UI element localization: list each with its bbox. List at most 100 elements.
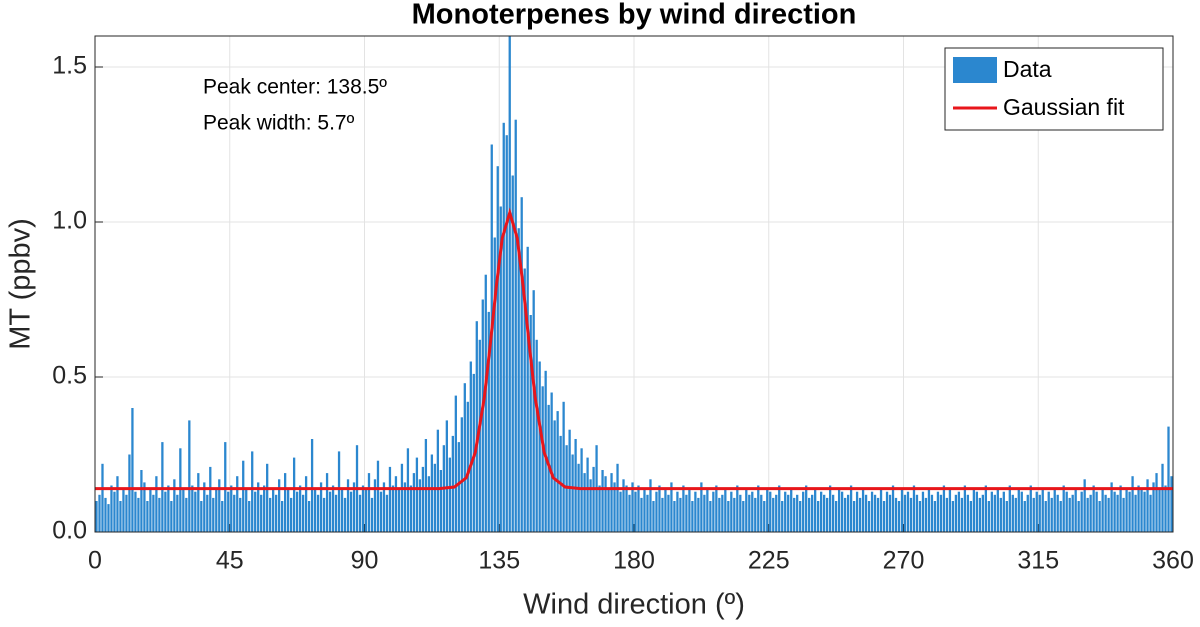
bar bbox=[906, 491, 910, 532]
bar bbox=[275, 494, 278, 532]
bar bbox=[475, 321, 478, 532]
bar bbox=[622, 479, 625, 532]
bar bbox=[1071, 494, 1074, 532]
bar bbox=[996, 488, 999, 532]
bar bbox=[1146, 479, 1149, 532]
bar bbox=[972, 488, 976, 532]
bar bbox=[340, 488, 344, 532]
bar bbox=[1101, 488, 1104, 532]
bar bbox=[1011, 494, 1014, 532]
bar bbox=[843, 497, 847, 532]
bar bbox=[1164, 485, 1167, 532]
bar bbox=[658, 485, 661, 532]
x-tick-label: 180 bbox=[613, 547, 655, 575]
bar bbox=[544, 370, 547, 532]
bar bbox=[143, 482, 146, 532]
bar bbox=[95, 501, 98, 532]
bar bbox=[424, 439, 428, 532]
bar bbox=[1080, 491, 1083, 532]
bar bbox=[1140, 488, 1143, 532]
bar bbox=[679, 497, 682, 532]
bar bbox=[1002, 491, 1005, 532]
bar bbox=[811, 494, 814, 532]
bar bbox=[706, 488, 709, 532]
bar bbox=[808, 497, 811, 532]
bar bbox=[727, 501, 730, 532]
bar bbox=[436, 429, 440, 532]
bar bbox=[358, 494, 362, 532]
bar bbox=[409, 485, 413, 532]
bar bbox=[751, 491, 754, 532]
legend-patch bbox=[953, 57, 997, 83]
bar bbox=[661, 497, 664, 532]
bar bbox=[1077, 501, 1080, 532]
bar bbox=[598, 485, 601, 532]
bar bbox=[1122, 497, 1125, 532]
bar bbox=[239, 497, 242, 532]
bar bbox=[610, 473, 613, 532]
bar bbox=[694, 491, 697, 532]
bar bbox=[346, 479, 350, 532]
bar bbox=[233, 494, 236, 532]
bar bbox=[604, 476, 607, 532]
bar bbox=[763, 501, 766, 532]
bar bbox=[589, 479, 592, 532]
bar bbox=[245, 488, 248, 532]
bar bbox=[930, 494, 934, 532]
bar bbox=[203, 482, 206, 532]
bar bbox=[505, 135, 508, 532]
bar bbox=[1065, 491, 1068, 532]
bar bbox=[107, 504, 110, 532]
bar bbox=[529, 315, 532, 532]
bar bbox=[406, 448, 410, 532]
bar bbox=[754, 497, 757, 532]
bar bbox=[376, 460, 380, 532]
bar bbox=[119, 501, 122, 532]
bar bbox=[493, 237, 496, 532]
bar bbox=[445, 420, 448, 532]
bar bbox=[921, 491, 925, 532]
bar bbox=[1041, 488, 1044, 532]
bar bbox=[586, 457, 589, 532]
bar bbox=[855, 491, 859, 532]
bar bbox=[385, 494, 389, 532]
bar bbox=[685, 494, 688, 532]
bar bbox=[257, 482, 260, 532]
bar bbox=[628, 494, 631, 532]
bar bbox=[101, 463, 104, 532]
bar bbox=[373, 479, 377, 532]
bar bbox=[1005, 501, 1008, 532]
bar bbox=[415, 457, 419, 532]
bar bbox=[1086, 497, 1089, 532]
bar bbox=[990, 491, 993, 532]
bar bbox=[292, 457, 296, 532]
bar bbox=[316, 494, 320, 532]
bar bbox=[909, 497, 913, 532]
bar bbox=[1083, 479, 1086, 532]
bar bbox=[891, 485, 895, 532]
y-tick-label: 1.0 bbox=[52, 207, 87, 235]
bar bbox=[781, 501, 784, 532]
bar bbox=[1131, 476, 1134, 532]
bar bbox=[397, 488, 401, 532]
bar bbox=[538, 361, 541, 532]
bar bbox=[331, 485, 335, 532]
bar bbox=[553, 420, 556, 532]
y-tick-label: 1.5 bbox=[52, 52, 87, 80]
bar bbox=[703, 494, 706, 532]
bar bbox=[933, 501, 937, 532]
bar bbox=[667, 494, 670, 532]
bar bbox=[251, 451, 254, 532]
bar bbox=[550, 392, 553, 532]
bar bbox=[1095, 491, 1098, 532]
bar bbox=[787, 494, 790, 532]
bar bbox=[646, 494, 649, 532]
bar bbox=[1044, 501, 1047, 532]
bar bbox=[1026, 494, 1029, 532]
bar bbox=[1074, 488, 1077, 532]
bar bbox=[825, 497, 829, 532]
bar bbox=[269, 497, 272, 532]
bar bbox=[718, 497, 721, 532]
bar bbox=[215, 488, 218, 532]
